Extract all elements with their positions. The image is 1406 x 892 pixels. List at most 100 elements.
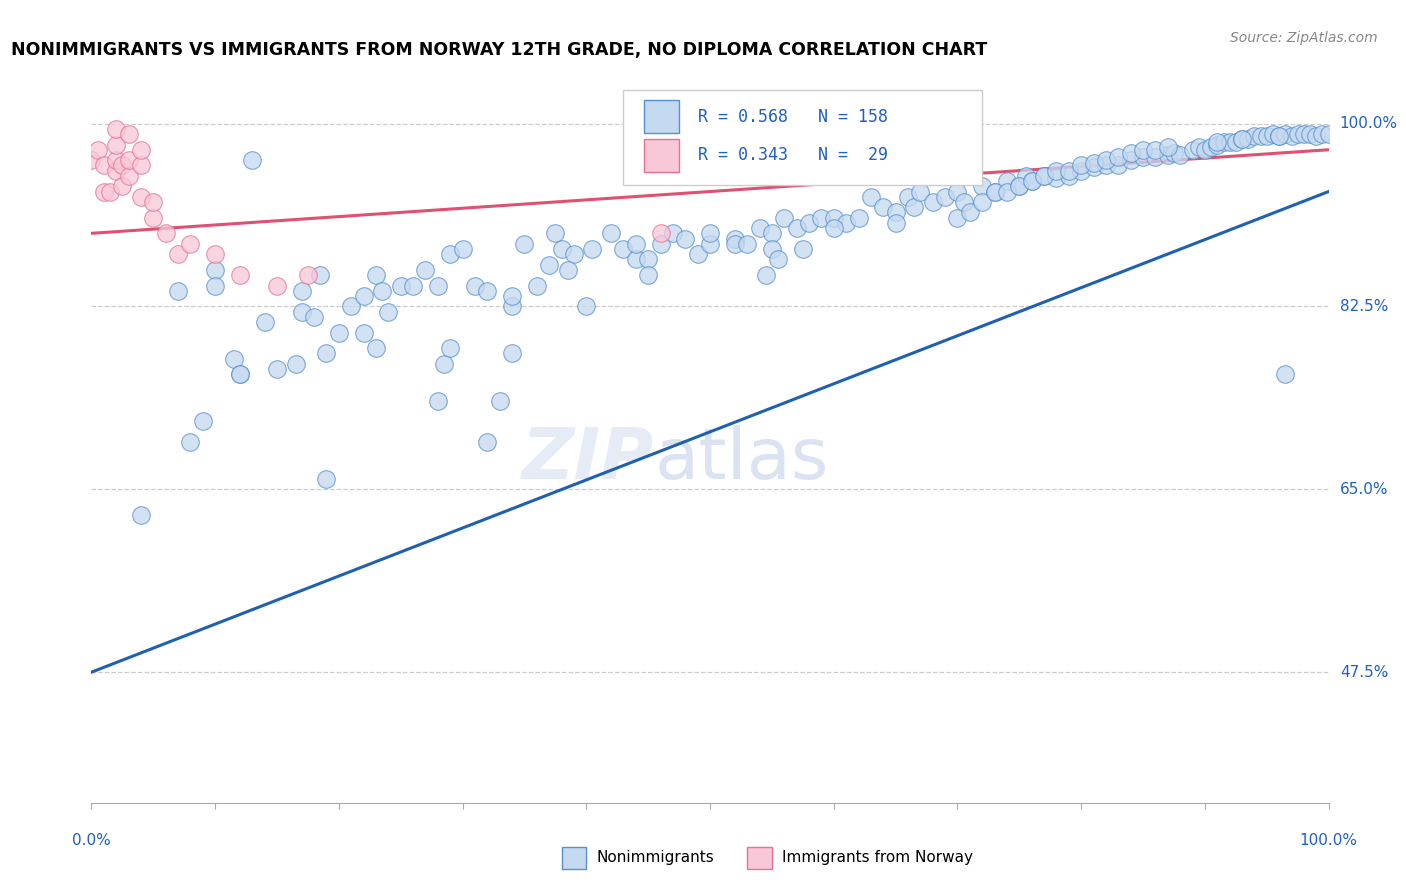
- Point: [600, 227, 623, 241]
- Point: [1045, 163, 1067, 178]
- Point: [1305, 129, 1327, 144]
- Text: ZIP: ZIP: [522, 425, 654, 493]
- Point: [952, 194, 974, 209]
- Point: [1083, 156, 1105, 170]
- Point: [946, 211, 969, 225]
- Point: [426, 393, 449, 408]
- Point: [353, 289, 375, 303]
- Point: [1243, 129, 1265, 144]
- Point: [513, 236, 536, 251]
- Point: [724, 231, 747, 245]
- Point: [389, 278, 412, 293]
- FancyBboxPatch shape: [644, 138, 679, 171]
- Point: [1317, 127, 1340, 141]
- Point: [724, 236, 747, 251]
- Point: [105, 121, 128, 136]
- Point: [477, 435, 499, 450]
- Point: [1268, 129, 1291, 144]
- Point: [86, 143, 108, 157]
- Point: [1212, 136, 1234, 150]
- Point: [179, 236, 201, 251]
- Point: [229, 368, 252, 382]
- Point: [673, 231, 696, 245]
- Point: [501, 346, 523, 360]
- Point: [415, 263, 437, 277]
- Point: [884, 205, 907, 219]
- Point: [637, 252, 659, 267]
- Text: 100.0%: 100.0%: [1299, 833, 1358, 848]
- Text: R = 0.343   N =  29: R = 0.343 N = 29: [697, 146, 887, 164]
- Text: NONIMMIGRANTS VS IMMIGRANTS FROM NORWAY 12TH GRADE, NO DIPLOMA CORRELATION CHART: NONIMMIGRANTS VS IMMIGRANTS FROM NORWAY …: [11, 41, 987, 59]
- Text: Nonimmigrants: Nonimmigrants: [596, 850, 714, 865]
- Point: [1286, 127, 1309, 141]
- Point: [872, 200, 894, 214]
- Text: 100.0%: 100.0%: [1340, 116, 1398, 131]
- Point: [364, 268, 387, 282]
- Point: [1057, 163, 1080, 178]
- Point: [934, 190, 956, 204]
- Point: [1008, 179, 1031, 194]
- Point: [1157, 148, 1180, 162]
- Point: [179, 435, 201, 450]
- Point: [1014, 169, 1036, 183]
- Point: [1225, 136, 1247, 150]
- Point: [1230, 132, 1253, 146]
- Point: [859, 190, 882, 204]
- Point: [1119, 153, 1142, 168]
- Point: [835, 216, 858, 230]
- Point: [650, 236, 672, 251]
- FancyBboxPatch shape: [561, 847, 586, 869]
- Point: [222, 351, 245, 366]
- Point: [637, 268, 659, 282]
- Point: [699, 227, 721, 241]
- Point: [93, 158, 115, 172]
- Point: [1095, 158, 1118, 172]
- Point: [612, 242, 634, 256]
- Point: [972, 179, 994, 194]
- Point: [451, 242, 474, 256]
- Text: 65.0%: 65.0%: [1340, 482, 1388, 497]
- Point: [105, 153, 128, 168]
- Point: [1083, 161, 1105, 175]
- Point: [1188, 139, 1211, 153]
- FancyBboxPatch shape: [747, 847, 772, 869]
- Point: [371, 284, 394, 298]
- Point: [946, 185, 969, 199]
- Point: [1206, 137, 1229, 152]
- Point: [773, 211, 796, 225]
- Point: [1033, 169, 1056, 183]
- Point: [1250, 129, 1272, 144]
- Point: [1256, 129, 1278, 144]
- Text: Immigrants from Norway: Immigrants from Norway: [782, 850, 973, 865]
- Point: [1206, 136, 1229, 150]
- Text: Source: ZipAtlas.com: Source: ZipAtlas.com: [1230, 31, 1378, 45]
- Point: [1107, 158, 1129, 172]
- Point: [167, 247, 190, 261]
- Point: [426, 278, 449, 293]
- Point: [302, 310, 325, 324]
- Point: [477, 284, 499, 298]
- Point: [755, 268, 778, 282]
- Text: 47.5%: 47.5%: [1340, 665, 1388, 680]
- Point: [1312, 127, 1334, 141]
- Point: [129, 158, 152, 172]
- Point: [1181, 143, 1204, 157]
- Point: [142, 211, 165, 225]
- Point: [266, 362, 288, 376]
- Point: [433, 357, 456, 371]
- FancyBboxPatch shape: [623, 90, 983, 185]
- Text: atlas: atlas: [654, 425, 828, 493]
- Point: [284, 357, 307, 371]
- Point: [111, 158, 134, 172]
- Point: [129, 508, 152, 523]
- Point: [328, 326, 350, 340]
- Point: [766, 252, 789, 267]
- Point: [1219, 136, 1241, 150]
- Point: [544, 227, 567, 241]
- Point: [1070, 163, 1092, 178]
- Point: [761, 227, 783, 241]
- Point: [377, 304, 399, 318]
- Text: 0.0%: 0.0%: [72, 833, 111, 848]
- Point: [538, 258, 561, 272]
- Point: [1199, 139, 1222, 153]
